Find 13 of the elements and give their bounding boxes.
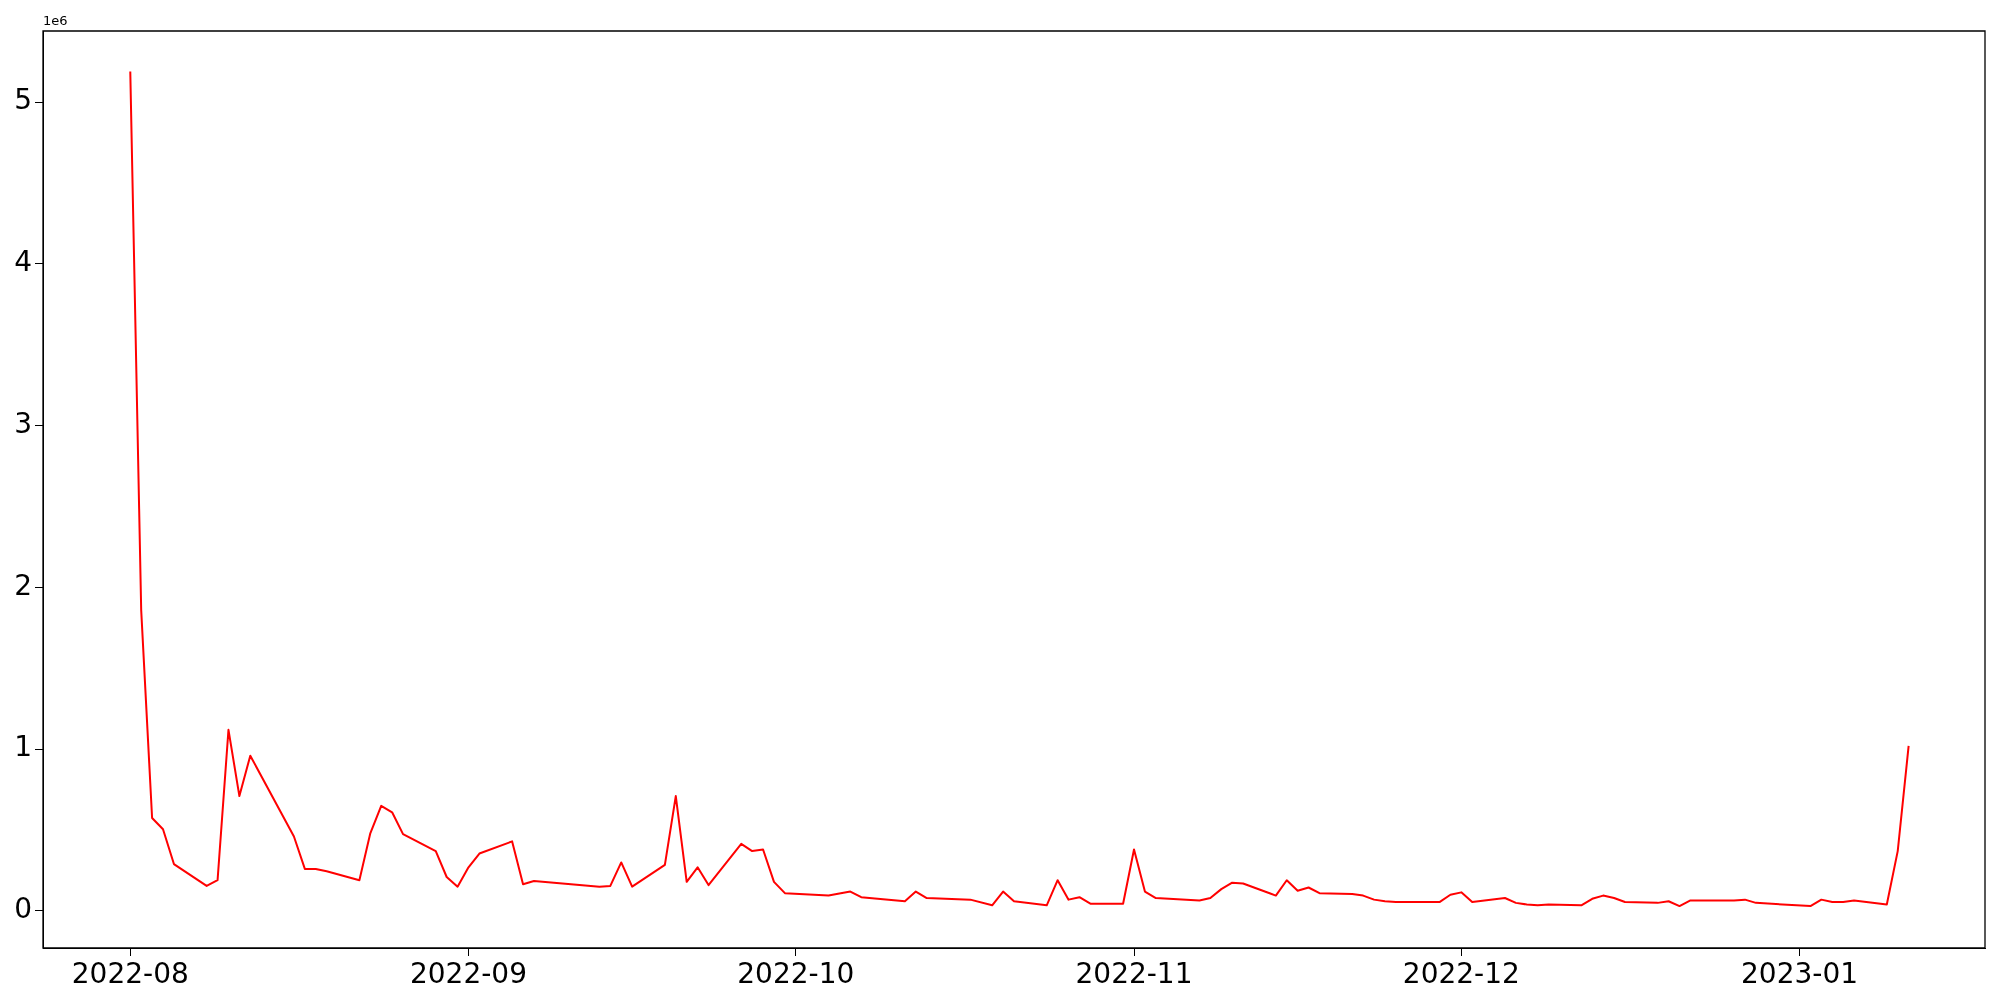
x-tick-label: 2022-12 bbox=[1402, 957, 1520, 991]
x-tick-label: 2022-08 bbox=[71, 957, 189, 991]
x-tick-label: 2023-01 bbox=[1741, 957, 1859, 991]
y-tick-label: 2 bbox=[14, 568, 32, 602]
x-tick-label: 2022-11 bbox=[1075, 957, 1193, 991]
x-tick-label: 2022-09 bbox=[409, 957, 527, 991]
y-tick-label: 0 bbox=[14, 892, 32, 926]
x-tick-label: 2022-10 bbox=[737, 957, 855, 991]
y-tick-label: 1 bbox=[14, 730, 32, 764]
y-tick-label: 3 bbox=[14, 406, 32, 440]
y-tick-label: 4 bbox=[14, 245, 32, 279]
y-tick-label: 5 bbox=[14, 83, 32, 117]
text: 1e6 bbox=[43, 12, 68, 28]
